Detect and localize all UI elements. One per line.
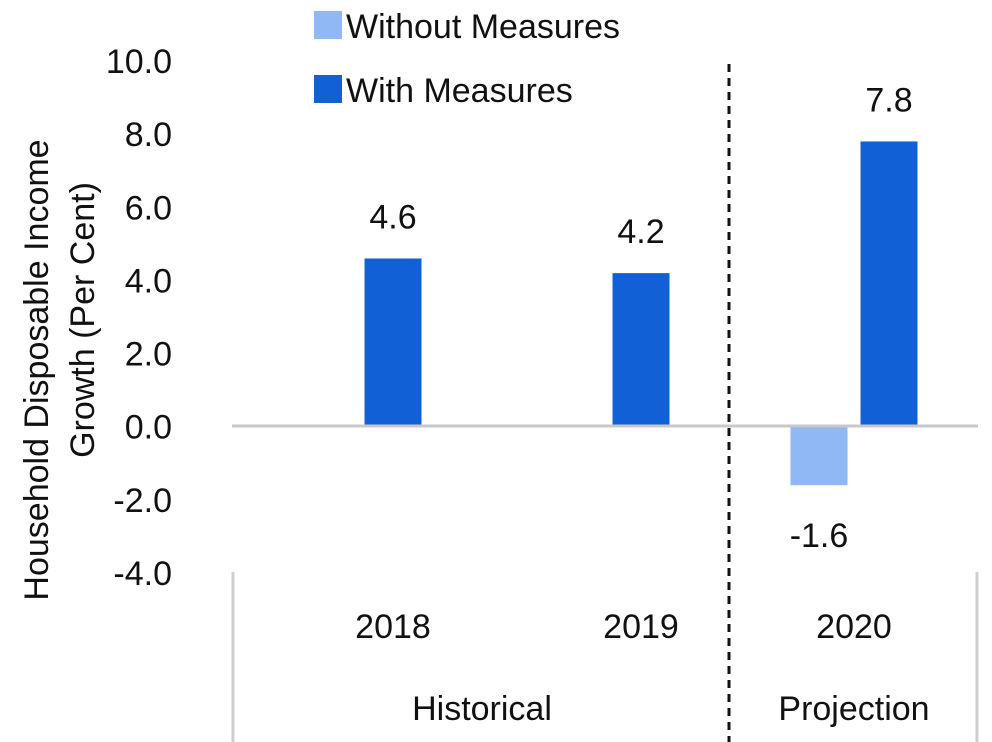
legend-swatch [314,11,342,39]
y-tick-label: 10.0 [106,43,172,81]
data-label: 4.2 [617,213,664,251]
data-labels: -1.6 4.6 4.2 7.8 [369,81,912,555]
x-tick-label: 2020 [816,608,892,646]
group-labels: Historical Projection [412,690,930,728]
x-tick-label: 2019 [603,608,679,646]
legend-label: Without Measures [346,8,620,46]
y-tick-label: 0.0 [125,409,172,447]
bar-with-measures-2020 [860,141,918,427]
y-tick-label: 4.0 [125,262,172,300]
category-axis-frame [231,572,979,742]
bars [364,141,918,486]
y-axis-title-line-2: Growth (Per Cent) [64,182,102,458]
y-tick-label: 6.0 [125,189,172,227]
data-label: 4.6 [369,198,416,236]
legend-label: With Measures [346,72,573,110]
data-label: 7.8 [865,81,912,119]
y-axis-title: Household Disposable Income Growth (Per … [18,139,102,600]
y-tick-label: -4.0 [113,555,172,593]
data-label: -1.6 [790,517,849,555]
x-tick-label: 2018 [355,608,431,646]
bar-without-measures-2020 [790,426,848,486]
bar-with-measures-2018 [364,258,422,427]
category-labels: 2018 2019 2020 [355,608,892,646]
y-tick-label: -2.0 [113,482,172,520]
y-axis-ticks: 10.0 8.0 6.0 4.0 2.0 0.0 -2.0 -4.0 [106,43,172,593]
group-label: Historical [412,690,552,728]
y-tick-label: 8.0 [125,116,172,154]
bar-with-measures-2019 [612,273,670,427]
y-tick-label: 2.0 [125,336,172,374]
group-label: Projection [778,690,929,728]
y-axis-title-line-1: Household Disposable Income [18,139,56,600]
legend: Without Measures With Measures [314,8,620,110]
legend-swatch [314,75,342,103]
